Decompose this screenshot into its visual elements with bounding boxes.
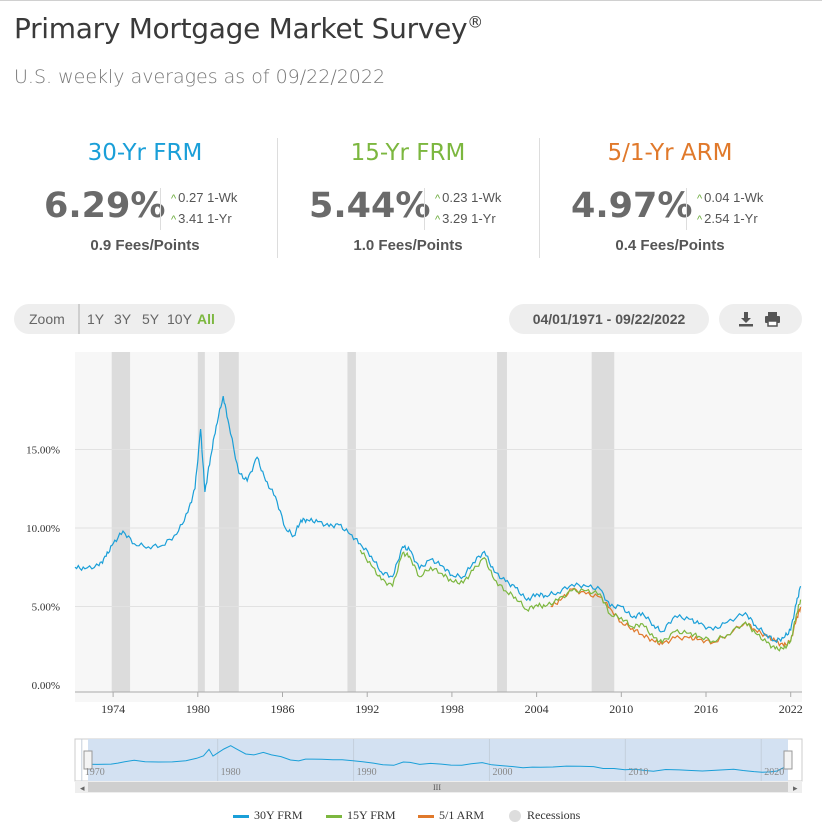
x-tick-label: 2010	[609, 702, 633, 716]
zoom-5y-button[interactable]: 5Y	[142, 311, 160, 327]
zoom-3y-button[interactable]: 3Y	[114, 311, 132, 327]
scroll-right-icon[interactable]: ▸	[793, 783, 798, 793]
y-tick-label: 0.00%	[32, 680, 60, 692]
recession-band	[197, 352, 205, 692]
navigator-series-line	[87, 745, 787, 773]
navigator-scroll-thumb[interactable]	[88, 782, 788, 792]
legend-swatch	[418, 814, 434, 818]
y-tick-label: 15.00%	[26, 444, 60, 456]
legend-item-30y[interactable]: 30Y FRM	[233, 808, 303, 823]
zoom-all-button[interactable]: All	[197, 311, 215, 327]
card-deltas: ^ 0.27 1-Wk ^ 3.41 1-Yr	[160, 188, 237, 230]
navigator-year-label: 2010	[628, 767, 648, 778]
recession-band	[497, 352, 507, 692]
zoom-1y-button[interactable]: 1Y	[87, 311, 105, 327]
scroll-grip-icon: III	[433, 783, 441, 792]
y-tick-label: 5.00%	[32, 601, 60, 613]
card-fees: 0.9 Fees/Points	[90, 237, 200, 254]
x-tick-label: 2016	[694, 702, 718, 716]
download-icon[interactable]	[738, 311, 754, 327]
navigator-selection[interactable]	[88, 739, 788, 781]
yearly-change: ^ 3.29 1-Yr	[435, 211, 496, 226]
up-arrow-icon: ^	[171, 193, 177, 205]
print-icon[interactable]	[764, 311, 781, 327]
recession-band	[347, 352, 356, 692]
card-name: 15-Yr FRM	[350, 140, 466, 166]
up-arrow-icon: ^	[171, 214, 177, 226]
up-arrow-icon: ^	[697, 193, 703, 205]
card-rate: 5.44%	[309, 186, 431, 226]
legend-swatch	[326, 814, 342, 818]
navigator-year-label: 1990	[357, 767, 377, 778]
navigator-year-label: 2000	[492, 767, 512, 778]
series-line-15y-frm	[359, 549, 802, 652]
card-rate: 6.29%	[44, 186, 166, 226]
scroll-left-icon[interactable]: ◂	[80, 783, 85, 793]
card-fees: 1.0 Fees/Points	[353, 237, 463, 254]
x-tick-label: 1986	[271, 702, 295, 716]
series-line-30y-frm	[74, 395, 802, 644]
navigator[interactable]: ◂ ▸ III 1970 1980 1990 2000 2010 2020	[0, 737, 822, 797]
y-tick-label: 10.00%	[26, 523, 60, 535]
legend-swatch	[509, 810, 521, 823]
top-border	[0, 0, 822, 1]
navigator-left-handle[interactable]	[83, 750, 93, 770]
navigator-year-label: 2020	[764, 767, 784, 778]
zoom-separator	[78, 304, 80, 334]
plot-background	[75, 352, 802, 702]
recession-band	[111, 352, 131, 692]
recession-band	[591, 352, 615, 692]
card-name: 30-Yr FRM	[87, 140, 203, 166]
card-fees: 0.4 Fees/Points	[615, 237, 725, 254]
legend-item-recessions[interactable]: Recessions	[509, 808, 580, 823]
series-line-5-1-arm	[550, 587, 802, 648]
zoom-control: Zoom 1Y 3Y 5Y 10Y All	[14, 304, 235, 334]
x-tick-label: 1974	[101, 702, 125, 716]
rate-card-30yr: 30-Yr FRM 6.29% ^ 0.27 1-Wk ^ 3.41 1-Yr 0.…	[14, 138, 276, 258]
date-range-display[interactable]: 04/01/1971 - 09/22/2022	[509, 304, 709, 334]
up-arrow-icon: ^	[435, 214, 441, 226]
weekly-change: ^ 0.04 1-Wk	[697, 190, 764, 205]
rate-card-15yr: 15-Yr FRM 5.44% ^ 0.23 1-Wk ^ 3.29 1-Yr 1.…	[277, 138, 539, 258]
recession-band	[218, 352, 239, 692]
rates-chart[interactable]: 0.00% 5.00% 10.00% 15.00% 1974 1980 1986 1992 19…	[0, 340, 822, 720]
weekly-change: ^ 0.23 1-Wk	[435, 190, 502, 205]
navigator-right-handle[interactable]	[783, 750, 793, 770]
legend-item-arm[interactable]: 5/1 ARM	[418, 808, 484, 823]
up-arrow-icon: ^	[435, 193, 441, 205]
card-deltas: ^ 0.04 1-Wk ^ 2.54 1-Yr	[686, 188, 763, 230]
card-rate: 4.97%	[571, 186, 693, 226]
legend-item-15y[interactable]: 15Y FRM	[326, 808, 396, 823]
zoom-10y-button[interactable]: 10Y	[167, 311, 192, 327]
x-tick-label: 1980	[186, 702, 210, 716]
navigator-year-label: 1970	[85, 767, 105, 778]
card-divider	[539, 138, 540, 258]
rate-card-arm: 5/1-Yr ARM 4.97% ^ 0.04 1-Wk ^ 2.54 1-Yr 0…	[539, 138, 801, 258]
navigator-year-label: 1980	[221, 767, 241, 778]
up-arrow-icon: ^	[697, 214, 703, 226]
page-title: Primary Mortgage Market Survey®	[14, 12, 483, 45]
x-tick-label: 2004	[525, 702, 549, 716]
yearly-change: ^ 2.54 1-Yr	[697, 211, 758, 226]
page-subtitle: U.S. weekly averages as of 09/22/2022	[14, 66, 386, 88]
zoom-label: Zoom	[29, 311, 65, 327]
legend-swatch	[233, 814, 249, 818]
x-tick-label: 1998	[440, 702, 464, 716]
x-tick-label: 1992	[355, 702, 379, 716]
x-tick-label: 2022	[779, 702, 803, 716]
card-name: 5/1-Yr ARM	[607, 140, 733, 166]
export-controls	[719, 304, 802, 334]
card-deltas: ^ 0.23 1-Wk ^ 3.29 1-Yr	[424, 188, 501, 230]
yearly-change: ^ 3.41 1-Yr	[171, 211, 232, 226]
weekly-change: ^ 0.27 1-Wk	[171, 190, 238, 205]
card-divider	[277, 138, 278, 258]
